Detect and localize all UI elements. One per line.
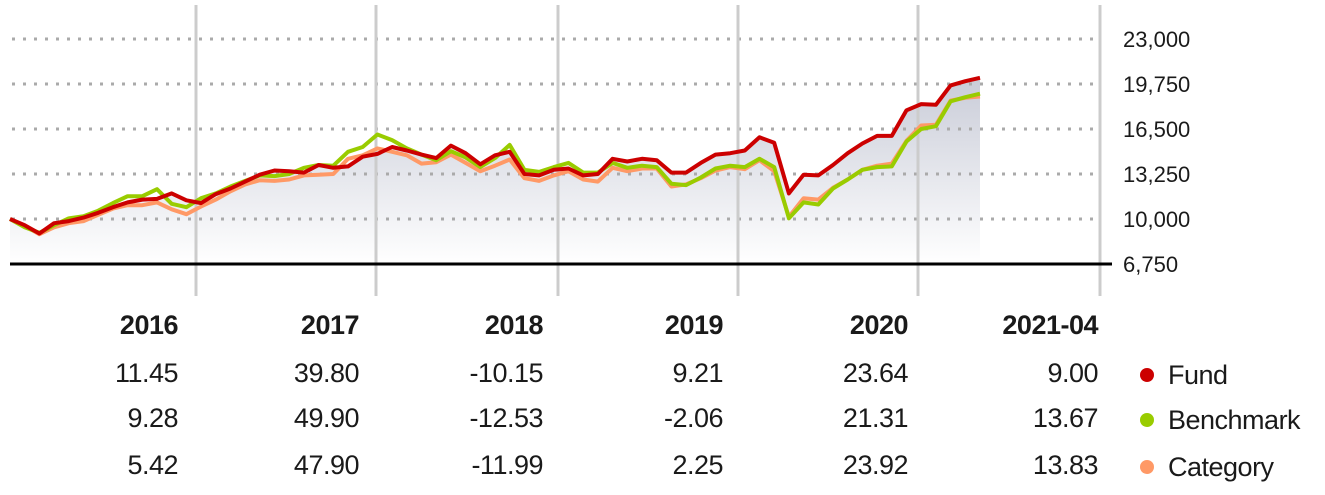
return-cell-category: 47.90 <box>293 450 360 480</box>
year-header: 2016 <box>119 310 179 340</box>
legend-label: Category <box>1168 451 1274 482</box>
legend-label: Fund <box>1168 359 1228 390</box>
return-cell-benchmark: -12.53 <box>469 403 543 433</box>
year-header: 2017 <box>300 310 360 340</box>
y-tick-label: 23,000 <box>1123 27 1190 52</box>
return-cell-fund: 11.45 <box>114 358 179 388</box>
return-cell-fund: 9.00 <box>1047 358 1098 388</box>
series-line-benchmark <box>9 91 981 235</box>
legend-label: Benchmark <box>1168 404 1301 435</box>
return-cell-fund: -10.15 <box>469 358 543 388</box>
return-cell-category: 2.25 <box>672 450 723 480</box>
y-tick-label: 13,250 <box>1123 162 1190 187</box>
fund-area-fill <box>10 77 980 264</box>
year-header: 2019 <box>664 310 724 340</box>
year-header: 2021-04 <box>1002 310 1098 340</box>
growth-chart: 23,000 19,750 16,500 13,250 10,000 6,750 <box>9 5 1190 296</box>
year-header: 2020 <box>849 310 909 340</box>
legend-dot-icon <box>1140 368 1154 382</box>
y-tick-label: 19,750 <box>1123 72 1190 97</box>
return-cell-benchmark: 21.31 <box>842 403 909 433</box>
legend-dot-icon <box>1140 413 1154 427</box>
y-tick-label: 16,500 <box>1123 117 1190 142</box>
return-cell-benchmark: 49.90 <box>293 403 360 433</box>
return-cell-category: 23.92 <box>842 450 909 480</box>
return-cell-benchmark: 9.28 <box>127 403 178 433</box>
series-line-category <box>9 94 981 237</box>
series-line-fund <box>9 75 981 236</box>
legend-dot-icon <box>1140 460 1154 474</box>
return-cell-benchmark: 13.67 <box>1032 403 1099 433</box>
return-cell-fund: 39.80 <box>293 358 360 388</box>
return-cell-category: 5.42 <box>127 450 178 480</box>
return-cell-fund: 9.21 <box>672 358 723 388</box>
y-tick-label: 6,750 <box>1123 252 1178 277</box>
legend-item-benchmark: Benchmark <box>1140 404 1301 436</box>
legend-item-category: Category <box>1140 451 1274 483</box>
return-cell-category: 13.83 <box>1032 450 1099 480</box>
return-cell-benchmark: -2.06 <box>663 403 724 433</box>
return-cell-fund: 23.64 <box>842 358 909 388</box>
y-tick-label: 10,000 <box>1123 207 1190 232</box>
legend-item-fund: Fund <box>1140 359 1228 391</box>
year-header: 2018 <box>484 310 544 340</box>
return-cell-category: -11.99 <box>471 450 543 480</box>
